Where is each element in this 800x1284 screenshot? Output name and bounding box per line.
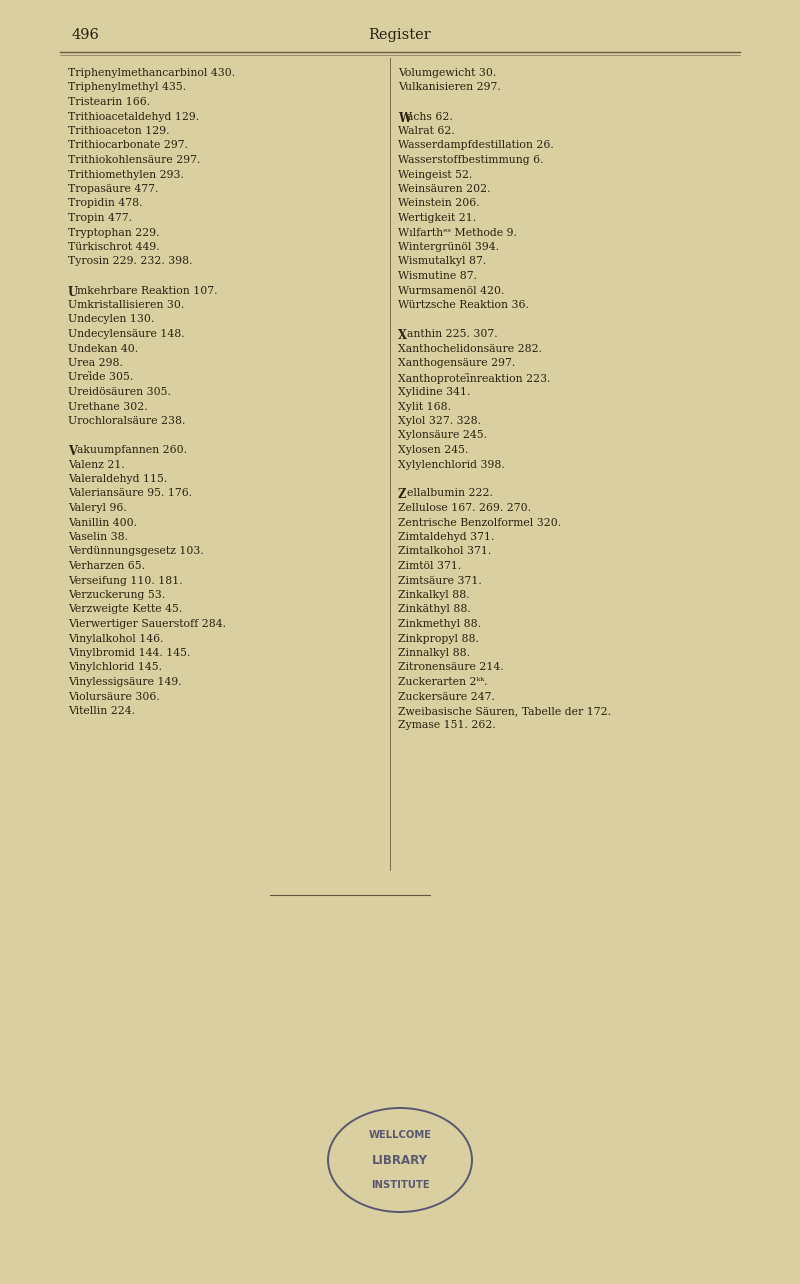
Text: anthin 225. 307.: anthin 225. 307. [407, 329, 498, 339]
Text: U: U [68, 285, 78, 298]
Text: Wasserstoffbestimmung 6.: Wasserstoffbestimmung 6. [398, 155, 543, 166]
Text: Zinkäthyl 88.: Zinkäthyl 88. [398, 605, 470, 615]
Text: Vierwertiger Sauerstoff 284.: Vierwertiger Sauerstoff 284. [68, 619, 226, 629]
Text: Register: Register [369, 28, 431, 42]
Text: Xanthogensäure 297.: Xanthogensäure 297. [398, 358, 515, 369]
Text: Zweibasische Säuren, Tabelle der 172.: Zweibasische Säuren, Tabelle der 172. [398, 706, 611, 716]
Text: Valeriansäure 95. 176.: Valeriansäure 95. 176. [68, 488, 192, 498]
Text: 496: 496 [72, 28, 100, 42]
Text: Vinylalkohol 146.: Vinylalkohol 146. [68, 633, 163, 643]
Text: Xylidine 341.: Xylidine 341. [398, 386, 470, 397]
Text: Urochloralsäure 238.: Urochloralsäure 238. [68, 416, 186, 426]
Text: Xylit 168.: Xylit 168. [398, 402, 451, 411]
Text: Vulkanisieren 297.: Vulkanisieren 297. [398, 82, 501, 92]
Text: Verzuckerung 53.: Verzuckerung 53. [68, 591, 165, 600]
Text: Zinkmethyl 88.: Zinkmethyl 88. [398, 619, 481, 629]
Text: Würtzsche Reaktion 36.: Würtzsche Reaktion 36. [398, 300, 529, 309]
Text: Trithioaceton 129.: Trithioaceton 129. [68, 126, 170, 136]
Text: Violursäure 306.: Violursäure 306. [68, 692, 160, 701]
Text: Trithioacetaldehyd 129.: Trithioacetaldehyd 129. [68, 112, 199, 122]
Text: Zellulose 167. 269. 270.: Zellulose 167. 269. 270. [398, 503, 531, 514]
Text: Zimtöl 371.: Zimtöl 371. [398, 561, 462, 571]
Text: Vinylchlorid 145.: Vinylchlorid 145. [68, 663, 162, 673]
Text: Zimtalkohol 371.: Zimtalkohol 371. [398, 547, 491, 556]
Text: Trithiokohlensäure 297.: Trithiokohlensäure 297. [68, 155, 200, 166]
Text: Zentrische Benzolformel 320.: Zentrische Benzolformel 320. [398, 517, 561, 528]
Text: Zinkpropyl 88.: Zinkpropyl 88. [398, 633, 479, 643]
Text: Vaselin 38.: Vaselin 38. [68, 532, 128, 542]
Text: Verharzen 65.: Verharzen 65. [68, 561, 145, 571]
Text: Undecylen 130.: Undecylen 130. [68, 315, 154, 325]
Text: INSTITUTE: INSTITUTE [370, 1180, 430, 1190]
Text: Xylylenchlorid 398.: Xylylenchlorid 398. [398, 460, 505, 470]
Text: Türkischrot 449.: Türkischrot 449. [68, 241, 160, 252]
Text: Vinylessigsäure 149.: Vinylessigsäure 149. [68, 677, 182, 687]
Text: mkehrbare Reaktion 107.: mkehrbare Reaktion 107. [77, 285, 218, 295]
Text: ellalbumin 222.: ellalbumin 222. [407, 488, 493, 498]
Text: Verdünnungsgesetz 103.: Verdünnungsgesetz 103. [68, 547, 204, 556]
Text: Xylol 327. 328.: Xylol 327. 328. [398, 416, 481, 426]
Text: Ureïde 305.: Ureïde 305. [68, 372, 134, 383]
Text: Zinkalkyl 88.: Zinkalkyl 88. [398, 591, 470, 600]
Text: Volumgewicht 30.: Volumgewicht 30. [398, 68, 496, 78]
Text: Z: Z [398, 488, 406, 502]
Text: Wismutine 87.: Wismutine 87. [398, 271, 477, 281]
Text: Undekan 40.: Undekan 40. [68, 344, 138, 353]
Text: Verzweigte Kette 45.: Verzweigte Kette 45. [68, 605, 182, 615]
Text: Tropasäure 477.: Tropasäure 477. [68, 184, 158, 194]
Text: Valeraldehyd 115.: Valeraldehyd 115. [68, 474, 167, 484]
Text: Tristearin 166.: Tristearin 166. [68, 98, 150, 107]
Text: Zimtaldehyd 371.: Zimtaldehyd 371. [398, 532, 494, 542]
Text: akuumpfannen 260.: akuumpfannen 260. [77, 446, 187, 455]
Text: Zitronensäure 214.: Zitronensäure 214. [398, 663, 504, 673]
Text: Umkristallisieren 30.: Umkristallisieren 30. [68, 300, 184, 309]
Text: Wılfarthᵉˢ Methode 9.: Wılfarthᵉˢ Methode 9. [398, 227, 517, 238]
Text: Urea 298.: Urea 298. [68, 358, 123, 369]
Text: Weinsäuren 202.: Weinsäuren 202. [398, 184, 490, 194]
Text: Verseifung 110. 181.: Verseifung 110. 181. [68, 575, 182, 586]
Text: achs 62.: achs 62. [407, 112, 453, 122]
Text: Vinylbromid 144. 145.: Vinylbromid 144. 145. [68, 648, 190, 657]
Text: Xylosen 245.: Xylosen 245. [398, 446, 468, 455]
Text: Trithiocarbonate 297.: Trithiocarbonate 297. [68, 140, 188, 150]
Text: Vitellin 224.: Vitellin 224. [68, 706, 135, 716]
Text: Urethane 302.: Urethane 302. [68, 402, 148, 411]
Text: Zymase 151. 262.: Zymase 151. 262. [398, 720, 496, 731]
Text: Tryptophan 229.: Tryptophan 229. [68, 227, 159, 238]
Text: V: V [68, 446, 77, 458]
Text: Xanthochelidonsäure 282.: Xanthochelidonsäure 282. [398, 344, 542, 353]
Text: Zuckersäure 247.: Zuckersäure 247. [398, 692, 495, 701]
Text: Walrat 62.: Walrat 62. [398, 126, 454, 136]
Text: Zimtsäure 371.: Zimtsäure 371. [398, 575, 482, 586]
Text: Wintergrünöl 394.: Wintergrünöl 394. [398, 241, 499, 252]
Text: Tropidin 478.: Tropidin 478. [68, 199, 142, 208]
Text: Tropin 477.: Tropin 477. [68, 213, 132, 223]
Text: Trithiomethylen 293.: Trithiomethylen 293. [68, 169, 184, 180]
Text: Xylonsäure 245.: Xylonsäure 245. [398, 430, 487, 440]
Text: Zinnalkyl 88.: Zinnalkyl 88. [398, 648, 470, 657]
Text: LIBRARY: LIBRARY [372, 1153, 428, 1166]
Text: Tyrosin 229. 232. 398.: Tyrosin 229. 232. 398. [68, 257, 193, 267]
Text: Wasserdampfdestillation 26.: Wasserdampfdestillation 26. [398, 140, 554, 150]
Text: X: X [398, 329, 407, 342]
Text: Wurmsamenöl 420.: Wurmsamenöl 420. [398, 285, 504, 295]
Text: W: W [398, 112, 411, 125]
Text: Triphenylmethancarbinol 430.: Triphenylmethancarbinol 430. [68, 68, 235, 78]
Text: WELLCOME: WELLCOME [369, 1130, 431, 1140]
Text: Zuckerarten 2ᵏᵏ.: Zuckerarten 2ᵏᵏ. [398, 677, 488, 687]
Text: Ureidösäuren 305.: Ureidösäuren 305. [68, 386, 171, 397]
Text: Wertigkeit 21.: Wertigkeit 21. [398, 213, 476, 223]
Text: Undecylensäure 148.: Undecylensäure 148. [68, 329, 185, 339]
Text: Valenz 21.: Valenz 21. [68, 460, 125, 470]
Text: Weingeist 52.: Weingeist 52. [398, 169, 472, 180]
Text: Vanillin 400.: Vanillin 400. [68, 517, 137, 528]
Text: Valeryl 96.: Valeryl 96. [68, 503, 126, 514]
Text: Triphenylmethyl 435.: Triphenylmethyl 435. [68, 82, 186, 92]
Text: Weinstein 206.: Weinstein 206. [398, 199, 480, 208]
Text: Xanthoproteïnreaktion 223.: Xanthoproteïnreaktion 223. [398, 372, 550, 384]
Text: Wismutalkyl 87.: Wismutalkyl 87. [398, 257, 486, 267]
